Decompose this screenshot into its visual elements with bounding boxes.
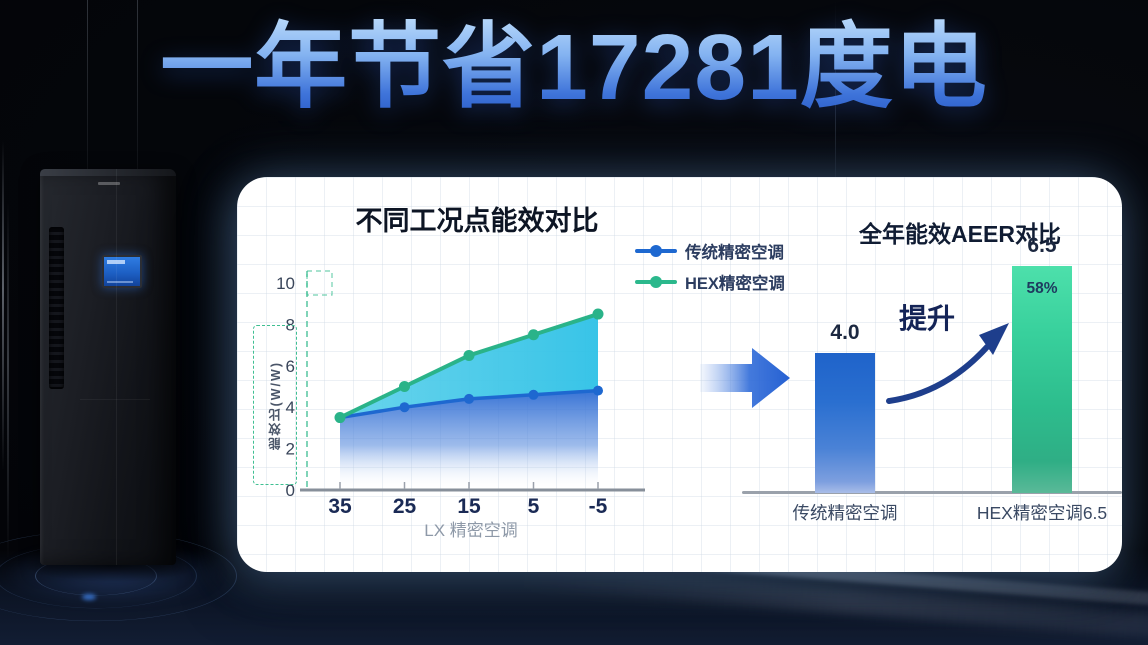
point-hex xyxy=(528,329,539,341)
device-vent-grille xyxy=(49,227,64,389)
bar-hex: 58% xyxy=(1012,265,1072,493)
y-tick-label: 4 xyxy=(286,398,295,417)
point-traditional xyxy=(528,389,539,400)
x-tick-label: 5 xyxy=(528,495,540,518)
improvement-percent-badge: 58% xyxy=(1026,279,1058,297)
y-tick-label: 0 xyxy=(286,481,295,500)
edge-light-streak xyxy=(2,140,4,470)
device-display-screen xyxy=(102,255,142,288)
device-panel-seam xyxy=(80,399,150,400)
edge-light-streak xyxy=(7,200,9,560)
floor-blue-dot xyxy=(82,594,96,600)
bar-value-traditional: 4.0 xyxy=(830,321,860,344)
hanging-cable-line xyxy=(137,0,138,172)
area-traditional xyxy=(340,390,598,490)
dashed-box xyxy=(306,270,333,296)
bar-chart-title: 全年能效AEER对比 xyxy=(859,221,1061,247)
device-logo xyxy=(98,182,120,185)
hanging-cable-line xyxy=(87,0,88,176)
charts-card: 不同工况点能效对比 传统精密空调 HEX精密空调 0 2 4 6 8 10 35 25 15 5 -… xyxy=(237,177,1122,572)
line-chart-title: 不同工况点能效对比 xyxy=(355,206,599,236)
bar-traditional xyxy=(815,353,875,493)
bar-chart-axis-line xyxy=(742,491,1122,494)
upward-swoosh-arrow-icon xyxy=(886,323,1009,404)
legend-item-traditional: 传统精密空调 xyxy=(635,239,785,263)
x-axis-note: LX 精密空调 xyxy=(424,521,518,540)
background-light-line xyxy=(835,0,836,178)
y-axis-label: 能效比(W/W) xyxy=(268,360,283,450)
legend-item-hex: HEX精密空调 xyxy=(635,270,785,294)
x-tick-label: 15 xyxy=(457,495,481,518)
precision-ac-unit xyxy=(10,165,210,585)
x-tick-label: -5 xyxy=(589,495,608,518)
legend-marker-blue-line-icon xyxy=(635,245,677,257)
device-panel-seam xyxy=(116,169,117,565)
bar-category-hex: HEX精密空调6.5 xyxy=(976,503,1108,523)
point-hex xyxy=(399,381,410,392)
point-traditional xyxy=(399,402,410,413)
efficiency-line-chart: 0 2 4 6 8 10 35 25 15 5 -5 xyxy=(276,270,645,518)
point-hex xyxy=(592,308,604,320)
device-top-edge xyxy=(40,169,176,176)
right-arrow-icon xyxy=(700,348,790,408)
y-tick-label: 2 xyxy=(286,440,295,459)
legend-label-traditional: 传统精密空调 xyxy=(685,244,784,262)
bar-value-hex: 6.5 xyxy=(1027,233,1057,257)
point-hex xyxy=(463,349,475,361)
device-cabinet xyxy=(40,169,176,565)
legend: 传统精密空调 HEX精密空调 xyxy=(635,239,785,294)
y-tick-label: 8 xyxy=(286,315,295,334)
page-title: 一年节省17281度电 xyxy=(0,16,1148,119)
bar-category-traditional: 传统精密空调 xyxy=(792,503,898,523)
legend-marker-green-line-icon xyxy=(635,276,677,288)
x-tick-label: 35 xyxy=(328,495,352,518)
y-axis-label-box: 能效比(W/W) xyxy=(253,325,297,485)
improvement-label: 提升 xyxy=(899,303,956,334)
point-hex xyxy=(334,412,346,424)
point-traditional xyxy=(464,393,474,404)
point-traditional xyxy=(593,385,603,396)
y-tick-label: 10 xyxy=(276,274,295,293)
x-tick-label: 25 xyxy=(393,495,417,518)
legend-label-hex: HEX精密空调 xyxy=(685,275,785,293)
y-tick-label: 6 xyxy=(286,357,295,376)
